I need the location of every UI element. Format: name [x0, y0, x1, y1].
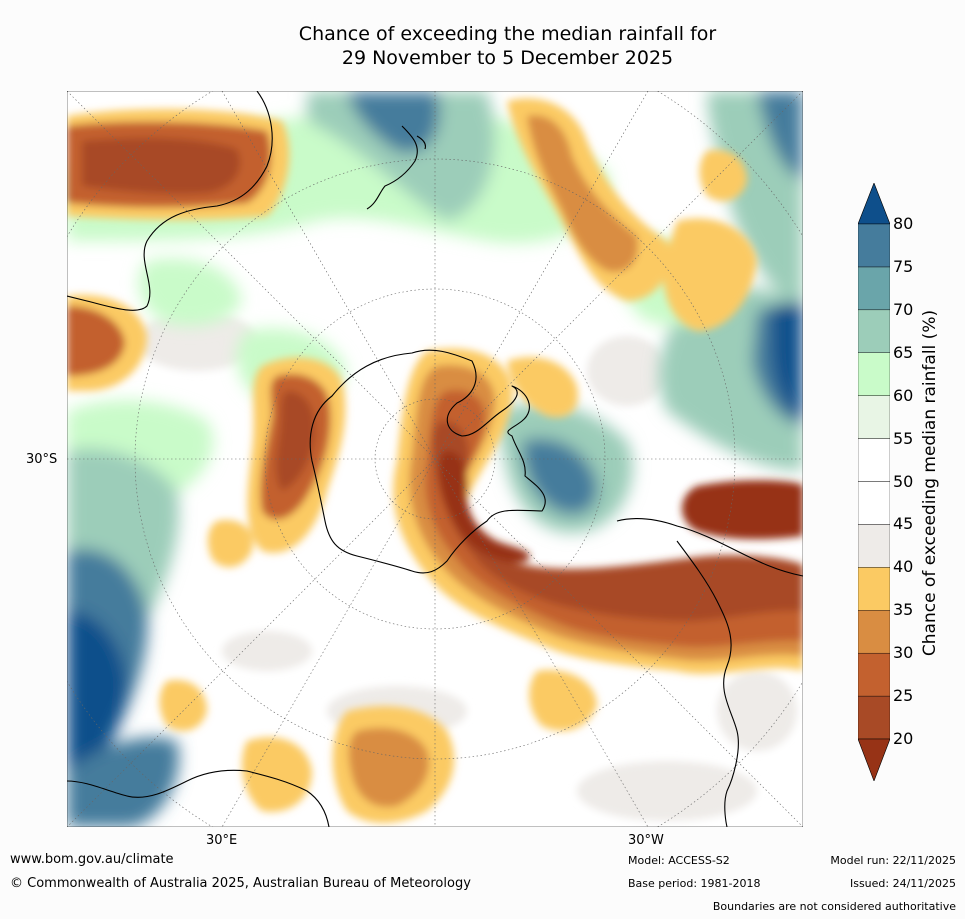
lon-label-30e: 30°E [206, 833, 238, 848]
title-line-1: Chance of exceeding the median rainfall … [298, 23, 717, 45]
colorbar-segment [858, 309, 890, 353]
colorbar-segment [858, 567, 890, 611]
colorbar-tick: 75 [893, 256, 914, 276]
colorbar-segment [858, 610, 890, 654]
coastlines [67, 91, 803, 827]
antarctica-coast [309, 349, 546, 574]
base-period-info: Base period: 1981-2018 [628, 877, 761, 890]
colorbar-segments [858, 223, 890, 740]
colorbar-tick: 45 [893, 514, 914, 534]
colorbar-segment [858, 438, 890, 482]
model-run-info: Model run: 22/11/2025 [830, 854, 956, 867]
colorbar-tick: 35 [893, 600, 914, 620]
south-america-coast [616, 517, 803, 827]
colorbar-tick: 50 [893, 471, 914, 491]
website-link[interactable]: www.bom.gov.au/climate [10, 852, 174, 867]
issued-info: Issued: 24/11/2025 [849, 877, 956, 890]
colorbar-segment [858, 481, 890, 525]
lon-label-30w: 30°W [628, 833, 664, 848]
colorbar-segment [858, 223, 890, 268]
dry-areas [67, 98, 803, 823]
map-title: Chance of exceeding the median rainfall … [0, 22, 965, 70]
africa-coast [67, 769, 330, 827]
colorbar-segment [858, 395, 890, 439]
colorbar-tick: 40 [893, 557, 914, 577]
colorbar-tick: 80 [893, 214, 914, 233]
title-line-2: 29 November to 5 December 2025 [341, 47, 674, 69]
colorbar [858, 183, 890, 781]
colorbar-tick: 25 [893, 686, 914, 706]
colorbar-segment [858, 266, 890, 311]
model-info: Model: ACCESS-S2 [628, 854, 730, 867]
lat-label-30s: 30°S [26, 452, 58, 467]
colorbar-tick: 70 [893, 299, 914, 319]
copyright-text: © Commonwealth of Australia 2025, Austra… [10, 876, 471, 891]
colorbar-tick: 20 [893, 729, 914, 748]
colorbar-segment [858, 695, 890, 740]
colorbar-tick: 55 [893, 428, 914, 448]
new-zealand-coast [366, 125, 426, 210]
graticule [67, 91, 803, 827]
colorbar-bottom-arrow [858, 738, 890, 781]
colorbar-tick: 30 [893, 643, 914, 663]
colorbar-segment [858, 524, 890, 568]
rainfall-map [67, 91, 803, 827]
boundary-disclaimer: Boundaries are not considered authoritat… [712, 900, 956, 913]
colorbar-segment [858, 652, 890, 697]
colorbar-top-arrow [858, 183, 890, 225]
colorbar-tick: 65 [893, 342, 914, 362]
colorbar-tick: 60 [893, 385, 914, 405]
australia-coast [67, 91, 273, 311]
colorbar-segment [858, 352, 890, 396]
colorbar-label: Chance of exceeding median rainfall (%) [920, 309, 940, 657]
